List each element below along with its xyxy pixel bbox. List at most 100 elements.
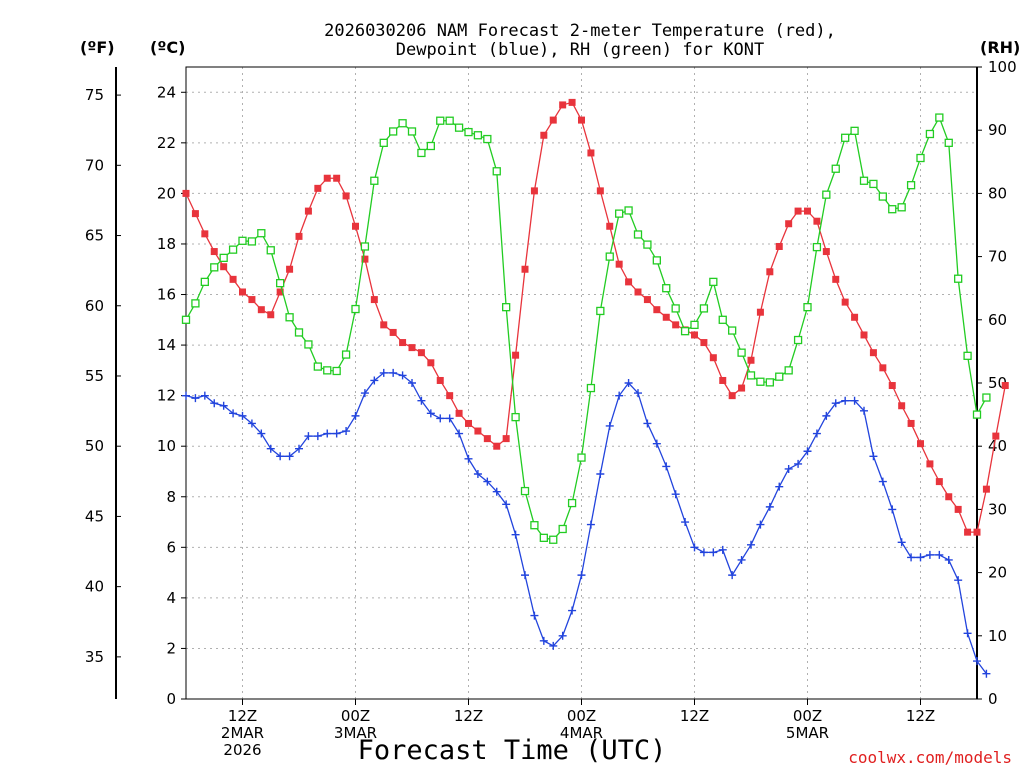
temperature-point	[898, 402, 906, 410]
series-rh	[181, 113, 991, 544]
dewpoint-point	[794, 459, 803, 468]
dewpoint-point	[737, 555, 746, 564]
temperature-point	[766, 268, 774, 276]
temperature-point	[926, 460, 934, 468]
x-axis-label: Forecast Time (UTC)	[358, 735, 667, 766]
dewpoint-point	[803, 447, 812, 456]
rh-tick-label: 70	[988, 248, 1007, 266]
dewpoint-point	[351, 411, 360, 420]
dewpoint-point	[822, 411, 831, 420]
dewpoint-point	[360, 389, 369, 398]
dewpoint-point	[521, 571, 529, 580]
rh-point	[492, 167, 501, 176]
x-tick-label: 12Z	[454, 707, 483, 725]
fahrenheit-tick-label: 40	[85, 578, 104, 596]
dewpoint-point	[634, 389, 642, 398]
temperature-point	[220, 263, 228, 271]
temperature-point	[483, 435, 491, 443]
rh-point	[596, 306, 605, 316]
dewpoint-point	[577, 571, 586, 580]
temperature-point	[785, 220, 793, 228]
dewpoint-point	[295, 444, 303, 453]
temperature-point	[191, 210, 199, 218]
temperature-point	[634, 288, 642, 296]
rh-point	[304, 340, 313, 349]
temperature-point	[323, 174, 331, 182]
dewpoint-point	[671, 490, 680, 499]
temperature-point	[860, 331, 868, 339]
chart-title-line-2: Dewpoint (blue), RH (green) for KONT	[396, 40, 764, 60]
fahrenheit-tick-label: 75	[85, 86, 104, 104]
rh-point	[859, 176, 869, 185]
rh-point	[737, 348, 746, 357]
fahrenheit-tick-label: 60	[85, 297, 104, 315]
rh-point	[812, 242, 822, 252]
x-tick-label: 12Z	[906, 707, 935, 725]
celsius-tick-label: 10	[157, 437, 176, 455]
temperature-point	[182, 189, 190, 197]
dewpoint-point	[605, 421, 614, 430]
rh-point	[822, 190, 831, 199]
rh-point	[577, 453, 586, 462]
temperature-point	[521, 265, 529, 273]
celsius-tick-label: 2	[166, 639, 176, 657]
dewpoint-point	[219, 401, 228, 410]
x-tick-label: 2026	[223, 741, 261, 759]
dewpoint-point	[596, 470, 605, 479]
temperature-line	[185, 101, 1006, 533]
celsius-tick-label: 14	[157, 336, 176, 354]
site-credit: coolwx.com/models	[848, 748, 1012, 767]
axes	[115, 66, 982, 705]
dewpoint-point	[210, 399, 219, 408]
temperature-point	[408, 344, 416, 352]
rh-point	[379, 138, 388, 147]
rh-point	[276, 278, 285, 288]
rh-point	[841, 133, 850, 142]
dewpoint-point	[445, 414, 454, 423]
rh-point	[793, 335, 803, 345]
chart-title-line-1: 2026030206 NAM Forecast 2-meter Temperat…	[324, 21, 836, 41]
series-dewpoint	[182, 368, 991, 678]
rh-point	[285, 313, 294, 322]
temperature-point	[587, 149, 595, 157]
dewpoint-point	[954, 576, 963, 585]
celsius-tick-label: 6	[166, 538, 176, 556]
temperature-point	[493, 442, 501, 450]
rh-point	[680, 327, 690, 336]
dewpoint-point	[709, 548, 718, 557]
rh-point	[558, 524, 567, 534]
rh-point	[436, 116, 445, 125]
rh-point	[454, 123, 464, 132]
rh-point	[690, 320, 699, 330]
temperature-point	[813, 217, 821, 225]
dewpoint-point	[728, 571, 737, 580]
dewpoint-point	[408, 379, 416, 387]
dewpoint-point	[200, 391, 209, 400]
dewpoint-point	[586, 520, 595, 529]
temperature-point	[512, 351, 520, 359]
temperature-point	[399, 339, 407, 347]
dewpoint-point	[615, 391, 624, 400]
rh-point	[511, 412, 520, 422]
dewpoint-point	[690, 543, 699, 552]
temperature-point	[935, 478, 943, 486]
dewpoint-point	[888, 505, 897, 514]
rh-point	[775, 372, 784, 381]
dewpoint-point	[238, 411, 247, 420]
rh-point	[746, 371, 756, 380]
celsius-unit-label: (ºC)	[150, 38, 185, 57]
dewpoint-point	[916, 553, 925, 562]
temperature-point	[625, 278, 633, 286]
rh-point	[935, 113, 944, 122]
rh-tick-label: 80	[988, 184, 1007, 202]
temperature-point	[304, 207, 312, 215]
x-tick-label: 12Z	[680, 707, 709, 725]
rh-point	[897, 203, 906, 212]
rh-point	[671, 304, 680, 313]
temperature-point	[352, 222, 359, 230]
celsius-tick-label: 8	[166, 488, 176, 506]
dewpoint-point	[643, 419, 652, 428]
dewpoint-point	[182, 391, 190, 400]
temperature-point	[982, 485, 990, 493]
